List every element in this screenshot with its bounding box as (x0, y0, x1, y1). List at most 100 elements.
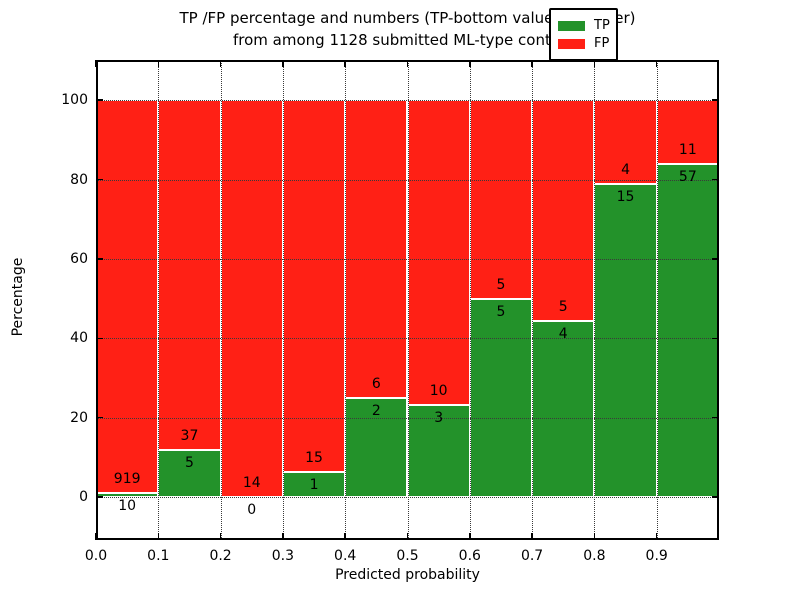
x-tick-mark (282, 533, 284, 540)
fp-bar-segment (407, 100, 470, 406)
y-tick-mark (96, 416, 103, 419)
legend-entry-tp: TP (558, 18, 610, 34)
tp-count-label: 1 (309, 477, 319, 494)
x-tick-mark (95, 533, 97, 540)
x-tick-label: 0.5 (396, 548, 419, 564)
fp-count-label: 919 (113, 470, 141, 487)
tp-count-label: 0 (247, 502, 257, 519)
tp-count-label: 15 (616, 188, 635, 205)
tp-legend-swatch (558, 21, 585, 31)
fp-count-label: 6 (371, 375, 381, 392)
tp-bar-segment (469, 298, 533, 498)
chart-title-line1: TP /FP percentage and numbers (TP-bottom… (179, 9, 636, 27)
x-tick-mark (344, 533, 346, 540)
y-tick-label: 60 (70, 250, 88, 267)
y-tick-label: 20 (70, 409, 88, 426)
x-tick-mark (157, 533, 160, 540)
tp-count-label: 5 (184, 454, 194, 471)
x-tick-mark (219, 60, 222, 67)
x-tick-mark (655, 60, 658, 67)
tp-bar-segment (407, 405, 470, 498)
y-axis-label: Percentage (10, 257, 26, 337)
y-tick-mark (712, 496, 719, 498)
y-tick-mark (712, 337, 719, 340)
tp-legend-label: TP (594, 18, 610, 33)
y-tick-label: 40 (70, 330, 88, 347)
tp-bar-segment (345, 397, 408, 498)
y-tick-label: 80 (70, 171, 88, 188)
y-tick-mark (96, 337, 103, 340)
fp-legend-swatch (558, 39, 585, 49)
x-tick-mark (469, 60, 471, 67)
gridline-vertical (532, 60, 534, 540)
tp-bar-segment (158, 449, 221, 498)
fp-count-label: 14 (242, 475, 261, 492)
tp-bar-segment (532, 320, 595, 498)
x-tick-mark (282, 60, 284, 67)
fp-count-label: 4 (621, 161, 630, 178)
x-tick-label: 0.0 (84, 548, 108, 564)
gridline-vertical (96, 60, 97, 540)
fp-bar-segment (96, 100, 159, 493)
fp-count-label: 10 (429, 383, 448, 400)
y-tick-mark (712, 178, 719, 181)
x-tick-mark (344, 60, 346, 67)
x-tick-label: 0.9 (645, 548, 668, 564)
x-tick-label: 0.6 (458, 548, 481, 564)
y-tick-mark (96, 258, 103, 260)
tp-count-label: 3 (434, 410, 444, 427)
y-tick-mark (712, 258, 719, 260)
x-tick-mark (593, 60, 596, 67)
tp-count-label: 2 (371, 402, 381, 419)
tp-count-label: 5 (496, 303, 506, 320)
fp-bar-segment (532, 100, 595, 321)
tp-bar-segment (656, 164, 719, 498)
fp-bar-segment (220, 100, 283, 498)
x-tick-mark (593, 533, 596, 540)
gridline-vertical (469, 60, 471, 540)
y-tick-mark (712, 416, 719, 419)
x-tick-mark (469, 533, 471, 540)
y-tick-mark (96, 496, 103, 498)
legend-entry-fp: FP (558, 36, 609, 52)
x-tick-label: 0.3 (271, 548, 295, 564)
fp-bar-segment (158, 100, 221, 450)
gridline-vertical (158, 60, 160, 540)
gridline-vertical (282, 60, 284, 540)
tp-count-label: 4 (558, 325, 568, 342)
plot-area: 919 10 37 5 14 0 15 1 6 2 10 3 5 5 5 4 4 15 11 57 (95, 60, 719, 540)
x-tick-mark (95, 60, 97, 67)
x-tick-mark (406, 533, 409, 540)
y-tick-label: 100 (61, 92, 88, 109)
chart-title: TP /FP percentage and numbers (TP-bottom… (96, 7, 719, 51)
gridline-vertical (220, 60, 222, 540)
fp-bar-segment (469, 100, 533, 299)
fp-bar-segment (656, 100, 719, 165)
y-tick-mark (96, 99, 103, 101)
gridline-vertical (594, 60, 596, 540)
legend: TP FP (549, 8, 618, 61)
x-axis-label: Predicted probability (335, 567, 480, 583)
y-tick-mark (96, 178, 103, 181)
tp-bar-segment (594, 183, 657, 498)
gridline-vertical (656, 60, 658, 540)
x-tick-mark (655, 533, 658, 540)
fp-legend-label: FP (594, 36, 610, 51)
x-tick-mark (219, 533, 222, 540)
x-tick-label: 0.1 (147, 548, 170, 564)
fp-count-label: 5 (558, 298, 568, 315)
fp-bar-segment (345, 100, 408, 398)
tp-count-label: 57 (678, 169, 697, 186)
chart-title-line2: from among 1128 submitted ML-type contac… (233, 31, 582, 49)
x-tick-mark (531, 533, 533, 540)
fp-count-label: 15 (305, 450, 323, 467)
tp-count-label: 10 (118, 497, 137, 514)
x-tick-mark (531, 60, 533, 67)
x-tick-label: 0.2 (209, 548, 232, 564)
fp-count-label: 5 (496, 276, 506, 293)
fp-count-label: 11 (678, 142, 697, 159)
fp-count-label: 37 (180, 427, 199, 444)
x-tick-mark (406, 60, 409, 67)
x-tick-mark (157, 60, 160, 67)
